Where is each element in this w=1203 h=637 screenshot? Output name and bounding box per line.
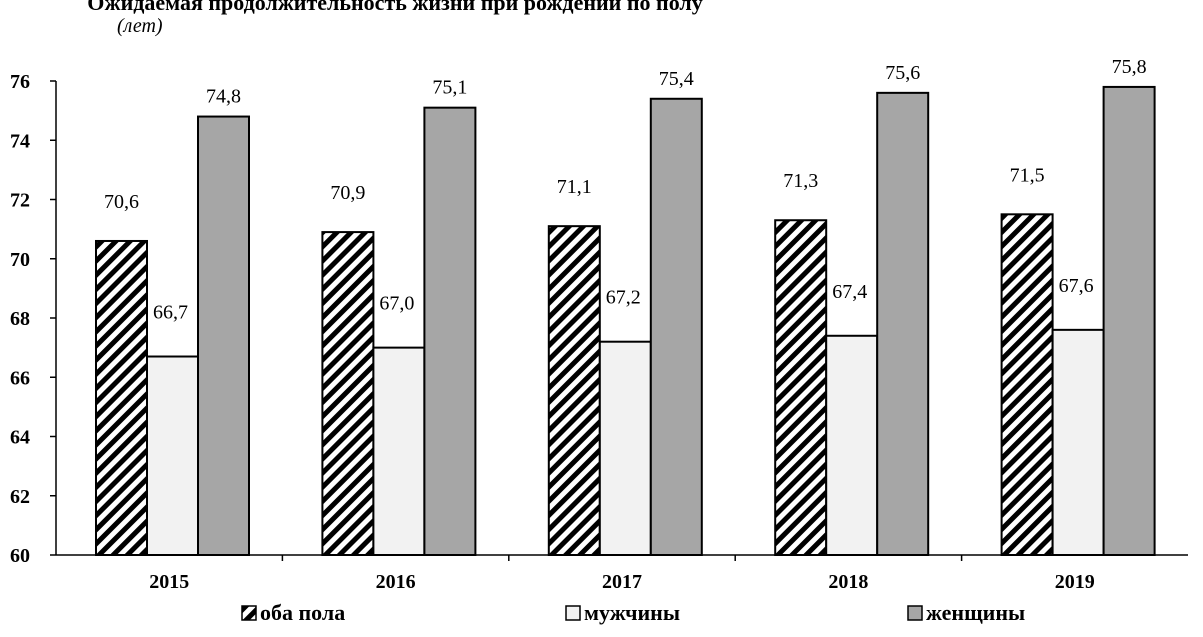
- bar-мужчины-2018: [825, 334, 879, 556]
- data-label-мужчины-2019: 67,6: [1059, 275, 1094, 297]
- data-label-мужчины-2018: 67,4: [832, 281, 867, 303]
- legend-swatch-женщины: [907, 605, 923, 621]
- data-label-оба-пола-2017: 71,1: [557, 176, 592, 198]
- bar-женщины-2019: [1102, 85, 1156, 557]
- bar-оба-пола-2018: [774, 219, 828, 557]
- bar-женщины-2017: [649, 97, 703, 557]
- data-label-оба-пола-2016: 70,9: [330, 182, 365, 204]
- bar-мужчины-2017: [598, 340, 652, 557]
- y-tick-label-74: 74: [10, 130, 30, 152]
- bar-мужчины-2015: [146, 355, 199, 557]
- y-tick-label-60: 60: [10, 545, 30, 567]
- data-label-женщины-2015: 74,8: [206, 86, 241, 108]
- bar-мужчины-2019: [1051, 328, 1105, 556]
- x-tick-label-2019: 2019: [1055, 571, 1095, 593]
- bar-женщины-2015: [197, 115, 250, 557]
- bar-мужчины-2016: [372, 346, 426, 556]
- x-tick-label-2016: 2016: [376, 571, 416, 593]
- x-tick-label-2018: 2018: [828, 571, 868, 593]
- bar-оба-пола-2019: [1000, 213, 1054, 556]
- data-label-мужчины-2017: 67,2: [606, 287, 641, 309]
- legend-label-оба-пола: оба пола: [260, 600, 345, 625]
- y-tick-label-70: 70: [10, 249, 30, 271]
- data-label-оба-пола-2019: 71,5: [1010, 164, 1045, 186]
- bar-женщины-2018: [876, 91, 930, 556]
- data-label-мужчины-2015: 66,7: [153, 302, 188, 324]
- legend-label-женщины: женщины: [926, 600, 1025, 625]
- data-label-женщины-2019: 75,8: [1112, 56, 1147, 78]
- data-label-оба-пола-2015: 70,6: [104, 191, 139, 213]
- chart-subtitle: (лет): [117, 15, 163, 37]
- data-label-женщины-2017: 75,4: [659, 68, 694, 90]
- data-label-мужчины-2016: 67,0: [379, 293, 414, 315]
- y-tick-label-66: 66: [10, 367, 30, 389]
- bar-женщины-2016: [423, 106, 477, 556]
- y-tick-label-68: 68: [10, 308, 30, 330]
- y-tick-label-72: 72: [10, 190, 30, 212]
- legend: оба пола мужчины женщины: [241, 600, 1025, 625]
- data-label-женщины-2016: 75,1: [432, 77, 467, 99]
- plot-area: 60 62 64 66 68 70 72 74 76 70,6 66,7 74,8 2015 70,9 67…: [10, 56, 1188, 593]
- bar-оба-пола-2016: [321, 231, 375, 556]
- bar-оба-пола-2015: [95, 239, 148, 556]
- x-tick-label-2015: 2015: [149, 571, 189, 593]
- bar-оба-пола-2017: [547, 225, 601, 556]
- data-label-женщины-2018: 75,6: [885, 62, 920, 84]
- chart-title: Ожидаемая продолжительность жизни при ро…: [87, 0, 703, 15]
- legend-swatch-оба-пола: [241, 605, 257, 621]
- y-tick-label-76: 76: [10, 71, 30, 93]
- legend-label-мужчины: мужчины: [584, 600, 680, 625]
- y-tick-label-64: 64: [10, 427, 30, 449]
- data-label-оба-пола-2018: 71,3: [783, 170, 818, 192]
- x-tick-label-2017: 2017: [602, 571, 642, 593]
- y-tick-label-62: 62: [10, 486, 30, 508]
- legend-swatch-мужчины: [565, 605, 581, 621]
